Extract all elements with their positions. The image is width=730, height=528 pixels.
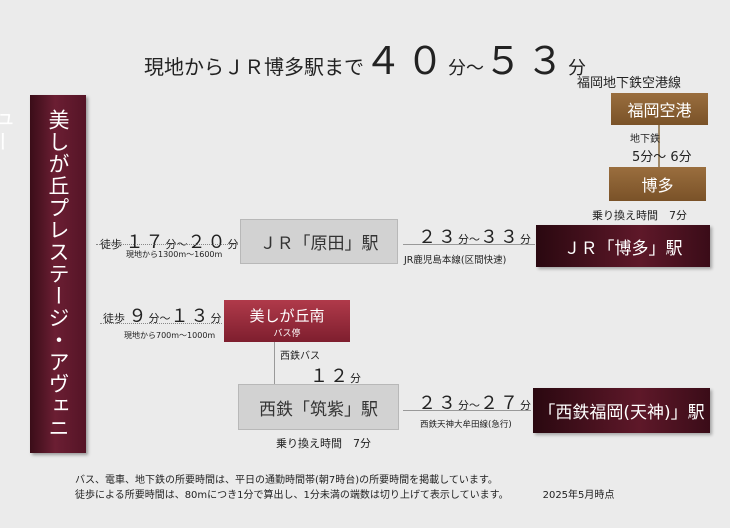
train-nishitetsu-line-name: 西鉄天神大牟田線(急行) [420,420,512,430]
walk-nishitetsu-label: 徒歩 [103,312,125,325]
title-prefix: 現地からＪＲ博多駅まで [143,55,364,79]
property-name: 美しが丘プレステージ・アヴェニュー [0,109,70,439]
train-jr-unit2: 分 [520,233,531,246]
bus-stop-name: 美しが丘南 [249,307,325,325]
train-nishitetsu-time-max: ２７ [480,393,520,414]
bus-stop-utsukushigaoka-minami: 美しが丘南 バス停 [224,300,350,342]
bus-stop-label: バス停 [273,329,301,339]
title-min-time: ４０ [363,39,448,83]
train-nishitetsu-time-min: ２３ [418,393,458,414]
note-line-2-text: 徒歩による所要時間は、80mにつき1分で算出し、1分未満の端数は切り上げて表示し… [75,490,509,501]
subway-line-name: 福岡地下鉄空港線 [577,76,682,91]
train-nishitetsu-unit2: 分 [520,399,531,412]
train-jr-unit1: 分 [458,233,469,246]
walk-nishitetsu-tilde: ～ [159,312,171,325]
walk-nishitetsu-time-min: ９ [128,306,149,327]
title-min-unit: 分 [448,58,466,79]
walk-jr-time-min: １７ [125,232,166,253]
train-jr-time-max: ３３ [480,227,520,248]
station-hakata-subway: 博多 [609,167,706,201]
note-line-2: 徒歩による所要時間は、80mにつき1分で算出し、1分未満の端数は切り上げて表示し… [75,488,614,503]
train-jr-time: ２３分～３３分 [418,223,531,249]
bus-connector-line [274,342,275,384]
train-nishitetsu-time: ２３分～２７分 [418,389,531,415]
train-jr-line-name: JR鹿児島本線(区間快速) [404,255,507,266]
station-jr-harada: ＪＲ「原田」駅 [240,219,398,264]
walk-jr-dotted-line [96,244,238,245]
walk-jr-time-max: ２０ [187,232,228,253]
train-nishitetsu-unit1: 分 [458,399,469,412]
subway-time: 5分～ 6分 [632,150,692,165]
title-max-time: ５３ [484,39,569,83]
page-title: 現地からＪＲ博多駅まで４０分～５３分 [0,30,730,85]
walk-jr-distance: 現地から1300m～1600m [126,250,223,259]
bus-time: １２分 [310,362,361,388]
property-name-bar: 美しが丘プレステージ・アヴェニュー [0,95,86,453]
transfer-time-hakata: 乗り換え時間 7分 [592,209,687,222]
train-jr-tilde: ～ [469,233,480,246]
train-jr-time-min: ２３ [418,227,458,248]
footnotes: バス、電車、地下鉄の所要時間は、平日の通勤時間帯(朝7時台)の所要時間を掲載して… [75,473,614,503]
walk-nishitetsu-unit1: 分 [148,312,160,325]
bus-time-unit: 分 [350,372,361,385]
bus-label: 西鉄バス [280,351,320,362]
walk-nishitetsu-distance: 現地から700m～1000m [124,331,216,340]
train-nishitetsu-line [403,410,531,411]
transfer-time-chikushi: 乗り換え時間 7分 [276,437,371,450]
title-tilde: ～ [466,58,484,79]
walk-nishitetsu-dotted-line [100,323,222,324]
station-nishitetsu-fukuoka-tenjin: 「西鉄福岡(天神)」駅 [533,388,710,433]
subway-label: 地下鉄 [630,134,660,145]
train-nishitetsu-tilde: ～ [469,399,480,412]
walk-nishitetsu-time-max: １３ [170,306,211,327]
note-date: 2025年5月時点 [542,490,615,501]
title-max-unit: 分 [568,58,587,79]
station-fukuoka-airport: 福岡空港 [611,93,708,125]
train-jr-line [403,244,535,245]
subway-connector-line [658,125,660,167]
station-nishitetsu-chikushi: 西鉄「筑紫」駅 [238,384,399,430]
bus-time-value: １２ [310,366,350,387]
walk-nishitetsu: 徒歩 ９分～１３分 [103,302,222,328]
walk-nishitetsu-unit2: 分 [210,312,222,325]
station-jr-hakata: ＪＲ「博多」駅 [536,225,710,267]
note-line-1: バス、電車、地下鉄の所要時間は、平日の通勤時間帯(朝7時台)の所要時間を掲載して… [75,475,498,486]
